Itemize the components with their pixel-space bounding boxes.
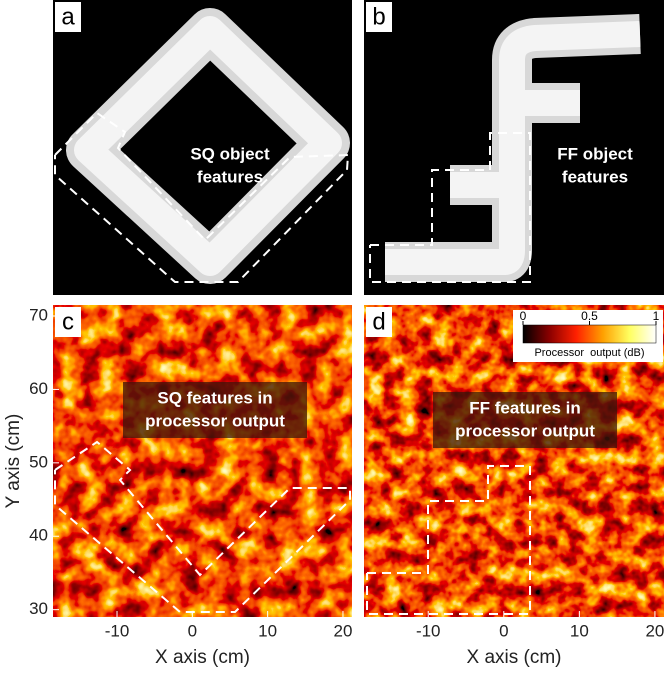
pipe xyxy=(74,16,342,276)
colorbar-tick-label: 0.5 xyxy=(581,309,598,323)
annotations: a SQ object features b FF object features c SQ … xyxy=(3,2,664,668)
caption-bg xyxy=(123,382,307,438)
panel-label-bg xyxy=(55,2,81,32)
x-tick-label: 0 xyxy=(499,621,508,640)
caption: FF features in xyxy=(469,398,580,417)
x-tick-label: -10 xyxy=(416,621,441,640)
colorbar-tick-label: 1 xyxy=(653,309,660,323)
caption: processor output xyxy=(455,421,595,440)
y-tick-label: 40 xyxy=(29,526,48,545)
caption: SQ features in xyxy=(157,388,272,407)
x-tick-label: 10 xyxy=(258,621,277,640)
panel-label-bg xyxy=(366,2,392,32)
caption-bg xyxy=(433,392,617,448)
caption: FF object xyxy=(557,144,633,163)
outline xyxy=(369,132,531,283)
x-axis-label: X axis (cm) xyxy=(155,647,250,668)
caption: features xyxy=(562,167,628,186)
x-tick-label: 0 xyxy=(188,621,197,640)
caption: processor output xyxy=(145,411,285,430)
panel-label-bg xyxy=(55,307,81,337)
panel-label: c xyxy=(62,308,74,335)
panel-label-bg xyxy=(366,307,392,337)
heatmap xyxy=(53,305,352,617)
y-tick-label: 70 xyxy=(29,305,48,324)
caption: features xyxy=(197,167,263,186)
colorbar xyxy=(522,324,657,344)
pipe xyxy=(385,21,641,275)
x-axis-label: X axis (cm) xyxy=(467,647,562,668)
y-tick-label: 50 xyxy=(29,452,48,471)
panel-label: d xyxy=(372,308,385,335)
y-axis-label: Y axis (cm) xyxy=(3,414,24,509)
x-tick-label: 20 xyxy=(645,621,664,640)
y-tick-label: 30 xyxy=(29,599,48,618)
colorbar-tick-label: 0 xyxy=(520,309,527,323)
x-tick-label: 20 xyxy=(334,621,353,640)
colorbar-label: Processor output (dB) xyxy=(534,347,644,359)
x-tick-label: 10 xyxy=(570,621,589,640)
y-tick-label: 60 xyxy=(29,379,48,398)
x-tick-label: -10 xyxy=(105,621,130,640)
outline xyxy=(54,111,350,283)
panel-label: b xyxy=(372,3,385,30)
outline xyxy=(366,465,531,615)
panel-label: a xyxy=(61,3,75,30)
caption: SQ object xyxy=(190,144,270,163)
